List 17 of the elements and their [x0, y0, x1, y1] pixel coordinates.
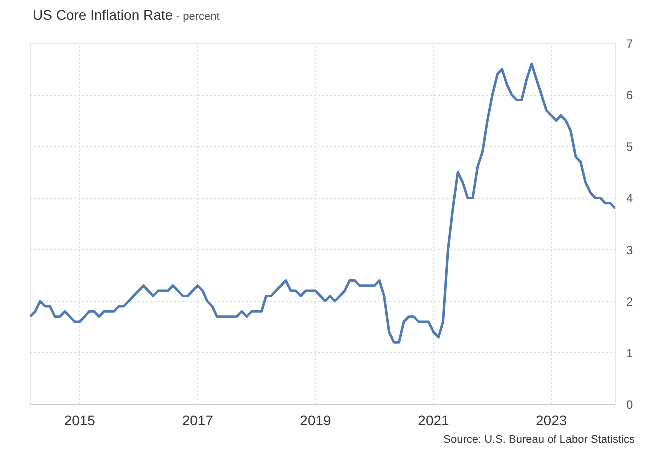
y-tick-label: 7: [626, 37, 634, 51]
y-tick-label: 1: [626, 346, 634, 360]
y-tick-label: 0: [626, 398, 634, 412]
y-tick-label: 2: [626, 294, 634, 309]
x-tick-label: 2021: [418, 412, 450, 428]
x-tick-label: 2019: [300, 412, 332, 428]
y-tick-label: 5: [626, 140, 634, 154]
chart-title: US Core Inflation Rate: [33, 7, 174, 23]
x-tick-label: 2015: [64, 412, 96, 428]
y-tick-label: 6: [626, 88, 634, 103]
line-series: [30, 62, 616, 344]
x-tick-label: 2023: [536, 412, 568, 428]
y-tick-label: 3: [626, 243, 634, 258]
source-note: Source: U.S. Bureau of Labor Statistics: [444, 433, 635, 448]
y-tick-label: 4: [626, 192, 634, 206]
x-tick-label: 2017: [182, 412, 214, 428]
chart-subtitle: - percent: [176, 11, 220, 23]
